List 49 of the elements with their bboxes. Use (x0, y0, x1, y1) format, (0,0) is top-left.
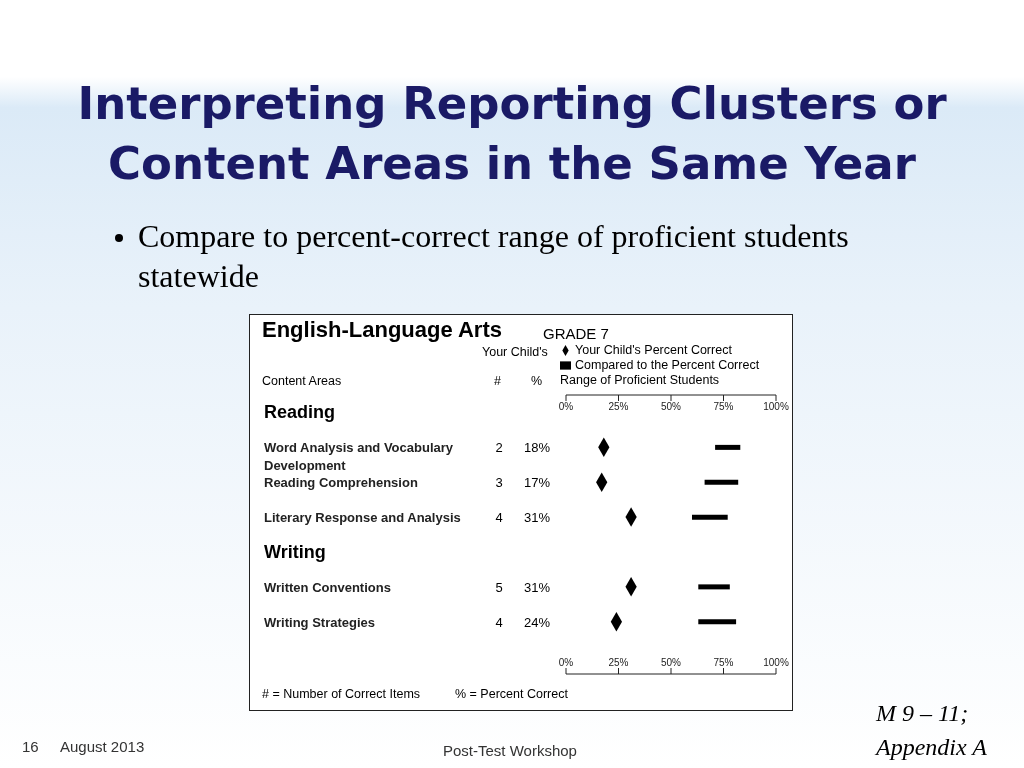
data-label: 31% (524, 579, 551, 595)
x2-tick-label: 0% (558, 657, 574, 668)
y-tick-label: Written Conventions (264, 579, 391, 595)
y-tick-label: Word Analysis and Vocabulary Development (264, 440, 454, 474)
bar (715, 444, 741, 450)
text: 3 (495, 475, 503, 491)
text: 16 (22, 738, 39, 755)
text: # = Number of Correct Items (262, 687, 421, 701)
text: % (531, 374, 543, 388)
x2-tick-label: 50% (660, 657, 682, 668)
bar (698, 584, 730, 590)
y-tick-label: Reading Comprehension (264, 475, 418, 491)
text: English-Language Arts (262, 317, 502, 343)
y-tick-label: Reading (264, 402, 336, 423)
x-tick-label: 75% (713, 401, 734, 413)
chart-subtitle: Compare to percent-correct range of proficient students statewide (138, 217, 850, 296)
x2-tick-label: 100% (763, 657, 789, 668)
text: 5 (495, 579, 503, 595)
legend-label: Compared to the Percent Correct Range of Proficient Students (560, 358, 760, 387)
text: 4 (495, 510, 503, 526)
text: 2 (495, 440, 503, 456)
bar (692, 514, 728, 520)
y-tick-label: Literary Response and Analysis (264, 510, 461, 526)
text: Your Child's (482, 345, 548, 359)
x-tick-label: 100% (763, 401, 789, 413)
x2-tick-label: 75% (713, 657, 734, 668)
x2-tick-label: 25% (608, 657, 629, 668)
bar (698, 619, 737, 625)
text: M 9 – 11; (876, 699, 970, 728)
y-axis-title: Content Areas (262, 374, 342, 388)
data-label: 24% (524, 614, 551, 630)
data-label: 17% (524, 475, 551, 491)
data-label: 18% (524, 440, 551, 456)
x-tick-label: 0% (558, 401, 574, 413)
chart-title: Interpreting Reporting Clusters or Content Areas in the Same Year (76, 76, 948, 192)
text: Appendix A (876, 733, 987, 762)
text: 4 (495, 614, 503, 630)
text: Post-Test Workshop (443, 742, 577, 759)
data-label: 31% (524, 510, 551, 526)
x-tick-label: 50% (660, 401, 682, 413)
x-tick-label: 25% (608, 401, 629, 413)
legend-label: Your Child's Percent Correct (575, 343, 732, 357)
y-tick-label: Writing Strategies (264, 614, 376, 630)
text: % = Percent Correct (455, 687, 568, 701)
text: August 2013 (60, 738, 145, 755)
text: # (494, 374, 501, 388)
bar (704, 479, 739, 485)
y-tick-label: Writing (264, 541, 326, 562)
text: GRADE 7 (543, 325, 609, 342)
